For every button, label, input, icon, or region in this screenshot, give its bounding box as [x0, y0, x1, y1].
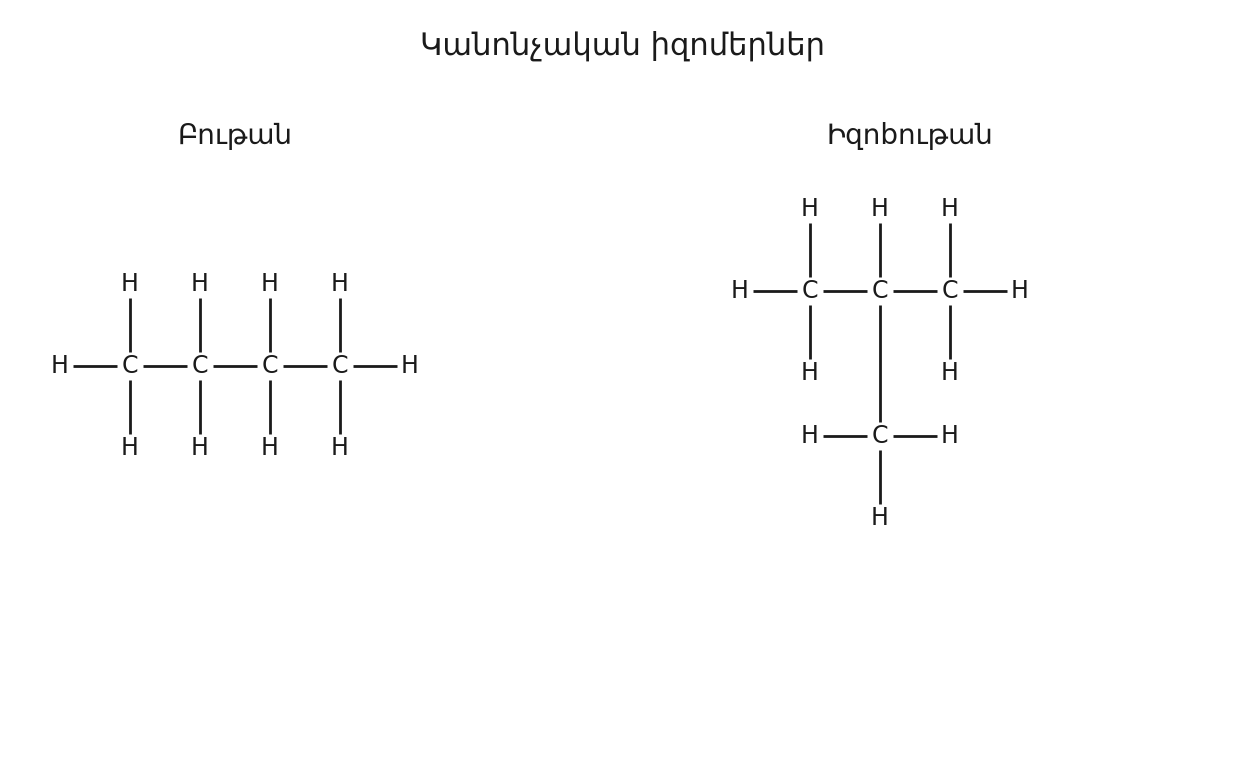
Text: H: H	[940, 197, 959, 221]
Text: H: H	[261, 272, 279, 296]
Text: H: H	[801, 197, 819, 221]
Text: H: H	[1011, 279, 1029, 303]
Text: H: H	[192, 272, 209, 296]
Text: C: C	[872, 424, 888, 448]
Text: C: C	[872, 279, 888, 303]
Text: H: H	[121, 436, 139, 460]
Text: Իզոbութան: Իզոbութան	[826, 122, 994, 150]
Text: H: H	[192, 436, 209, 460]
Text: Բութան: Բութան	[178, 122, 292, 150]
Text: C: C	[942, 279, 958, 303]
Text: H: H	[331, 436, 348, 460]
Text: H: H	[801, 361, 819, 385]
Text: H: H	[731, 279, 749, 303]
Text: H: H	[51, 354, 68, 378]
Text: C: C	[801, 279, 819, 303]
Text: Կանոնչական իզոմերներ: Կանոնչական իզոմերներ	[419, 31, 825, 61]
Text: H: H	[121, 272, 139, 296]
Text: H: H	[401, 354, 419, 378]
Text: H: H	[871, 197, 889, 221]
Text: C: C	[261, 354, 279, 378]
Text: H: H	[331, 272, 348, 296]
Text: H: H	[940, 361, 959, 385]
Text: H: H	[801, 424, 819, 448]
Text: C: C	[192, 354, 208, 378]
Text: H: H	[940, 424, 959, 448]
Text: H: H	[871, 506, 889, 530]
Text: H: H	[261, 436, 279, 460]
Text: C: C	[332, 354, 348, 378]
Text: C: C	[122, 354, 138, 378]
